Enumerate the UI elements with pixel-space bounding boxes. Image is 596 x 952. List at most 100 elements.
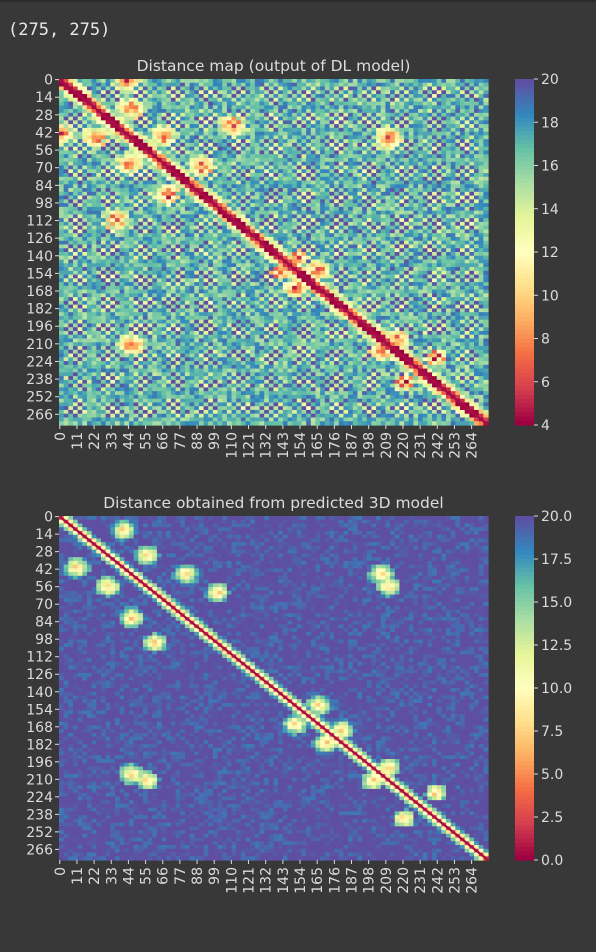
xtick-label: 88	[190, 867, 206, 885]
heatmap-2: Distance obtained from predicted 3D mode…	[26, 494, 572, 894]
ytick-label: 182	[26, 302, 53, 318]
ytick-label: 224	[26, 354, 53, 370]
colorbar-label: 12.5	[541, 638, 572, 654]
xtick-label: 165	[310, 867, 326, 894]
ytick-label: 42	[35, 125, 53, 141]
heatmap-cells	[59, 79, 489, 426]
xtick-label: 0	[53, 432, 69, 441]
ytick-label: 98	[35, 196, 53, 212]
colorbar-label: 8	[541, 332, 550, 348]
ytick-label: 196	[26, 319, 53, 335]
xtick-label: 77	[173, 432, 189, 450]
xtick-label: 198	[362, 432, 378, 459]
ytick-label: 14	[35, 90, 53, 106]
xtick-label: 187	[345, 867, 361, 894]
colorbar-label: 6	[541, 375, 550, 391]
cell-top-border	[0, 0, 596, 2]
colorbar-label: 18	[541, 115, 559, 131]
xtick-label: 132	[259, 867, 275, 894]
chart-title: Distance map (output of DL model)	[137, 57, 411, 75]
ytick-label: 210	[26, 772, 53, 788]
xtick-label: 231	[413, 867, 429, 894]
ytick-label: 126	[26, 231, 53, 247]
xtick-label: 165	[310, 432, 326, 459]
xtick-label: 77	[173, 867, 189, 885]
xtick-label: 11	[70, 867, 86, 885]
xtick-label: 264	[465, 867, 481, 894]
colorbar-label: 10.0	[541, 681, 572, 697]
ytick-label: 140	[26, 685, 53, 701]
ytick-label: 84	[35, 178, 53, 194]
ytick-label: 84	[35, 615, 53, 631]
xtick-label: 22	[87, 867, 103, 885]
xtick-label: 110	[224, 867, 240, 894]
colorbar-label: 20.0	[541, 509, 572, 525]
ytick-label: 210	[26, 337, 53, 353]
ytick-label: 126	[26, 667, 53, 683]
ytick-label: 28	[35, 108, 53, 124]
xtick-label: 220	[396, 432, 412, 459]
chart-title: Distance obtained from predicted 3D mode…	[103, 494, 443, 512]
ytick-label: 140	[26, 249, 53, 265]
ytick-label: 98	[35, 632, 53, 648]
colorbar-label: 14	[541, 202, 559, 218]
diagonal-line	[58, 78, 489, 426]
ytick-label: 252	[26, 390, 53, 406]
ytick-label: 112	[26, 650, 53, 666]
ytick-label: 224	[26, 790, 53, 806]
ytick-label: 154	[26, 266, 53, 282]
ytick-label: 0	[44, 73, 53, 89]
colorbar-label: 12	[541, 245, 559, 261]
xtick-label: 22	[87, 432, 103, 450]
xtick-label: 55	[139, 432, 155, 450]
colorbar-label: 15.0	[541, 595, 572, 611]
xtick-label: 143	[276, 432, 292, 459]
xtick-label: 253	[447, 867, 463, 894]
colorbar-label: 5.0	[541, 767, 563, 783]
xtick-label: 33	[104, 867, 120, 885]
xtick-label: 44	[121, 867, 137, 885]
ytick-label: 154	[26, 702, 53, 718]
xtick-label: 44	[121, 432, 137, 450]
xtick-label: 99	[207, 867, 223, 885]
xtick-label: 154	[293, 432, 309, 459]
xtick-label: 209	[379, 432, 395, 459]
colorbar-label: 16	[541, 159, 559, 175]
xtick-label: 33	[104, 432, 120, 450]
xtick-label: 55	[139, 867, 155, 885]
ytick-label: 168	[26, 284, 53, 300]
colorbar-label: 2.5	[541, 810, 563, 826]
xtick-label: 143	[276, 867, 292, 894]
xtick-label: 121	[242, 867, 258, 894]
ytick-label: 112	[26, 214, 53, 230]
xtick-label: 176	[327, 432, 343, 459]
xtick-label: 176	[327, 867, 343, 894]
xtick-label: 66	[156, 432, 172, 450]
xtick-label: 198	[362, 867, 378, 894]
ytick-label: 0	[44, 510, 53, 526]
ytick-label: 14	[35, 527, 53, 543]
ytick-label: 238	[26, 807, 53, 823]
ytick-label: 266	[26, 842, 53, 858]
xtick-label: 88	[190, 432, 206, 450]
xtick-label: 0	[53, 867, 69, 876]
colorbar-label: 7.5	[541, 724, 563, 740]
colorbar-label: 17.5	[541, 552, 572, 568]
colorbar-label: 20	[541, 72, 559, 88]
ytick-label: 70	[35, 161, 53, 177]
xtick-label: 99	[207, 432, 223, 450]
ytick-label: 266	[26, 407, 53, 423]
xtick-label: 242	[430, 867, 446, 894]
colorbar-label: 4	[541, 418, 550, 434]
ytick-label: 56	[35, 143, 53, 159]
colorbar: 0.0 2.5 5.0 7.5 10.0 12.5 15.0 17.5 20.0	[515, 509, 572, 869]
xtick-label: 187	[345, 432, 361, 459]
cell-output-text: (275, 275)	[8, 20, 111, 40]
heatmap-cells	[59, 516, 489, 861]
xtick-label: 110	[224, 432, 240, 459]
xtick-label: 242	[430, 432, 446, 459]
colorbar-label: 10	[541, 288, 559, 304]
ytick-label: 182	[26, 737, 53, 753]
xtick-label: 121	[242, 432, 258, 459]
xtick-label: 154	[293, 867, 309, 894]
